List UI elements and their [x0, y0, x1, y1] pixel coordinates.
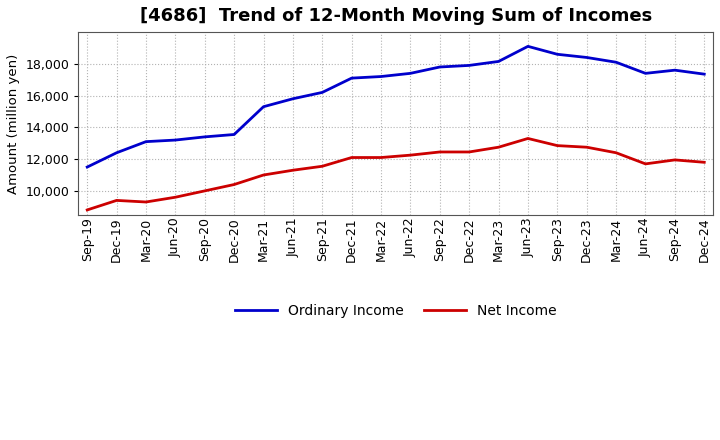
Net Income: [700, 160, 708, 165]
Title: [4686]  Trend of 12-Month Moving Sum of Incomes: [4686] Trend of 12-Month Moving Sum of I…: [140, 7, 652, 25]
Net Income: [582, 145, 591, 150]
Net Income: [259, 172, 268, 178]
Net Income: [436, 149, 444, 154]
Net Income: [142, 199, 150, 205]
Ordinary Income: [494, 59, 503, 64]
Net Income: [523, 136, 532, 141]
Ordinary Income: [377, 74, 385, 79]
Ordinary Income: [112, 150, 121, 155]
Y-axis label: Amount (million yen): Amount (million yen): [7, 53, 20, 194]
Ordinary Income: [171, 137, 180, 143]
Ordinary Income: [582, 55, 591, 60]
Net Income: [318, 164, 327, 169]
Net Income: [406, 153, 415, 158]
Ordinary Income: [259, 104, 268, 110]
Ordinary Income: [465, 63, 474, 68]
Net Income: [112, 198, 121, 203]
Ordinary Income: [523, 44, 532, 49]
Ordinary Income: [700, 72, 708, 77]
Ordinary Income: [318, 90, 327, 95]
Net Income: [612, 150, 621, 155]
Ordinary Income: [83, 165, 91, 170]
Ordinary Income: [230, 132, 238, 137]
Net Income: [670, 157, 679, 162]
Line: Ordinary Income: Ordinary Income: [87, 46, 704, 167]
Net Income: [347, 155, 356, 160]
Ordinary Income: [641, 71, 649, 76]
Net Income: [230, 182, 238, 187]
Ordinary Income: [553, 51, 562, 57]
Net Income: [83, 207, 91, 213]
Net Income: [494, 145, 503, 150]
Line: Net Income: Net Income: [87, 139, 704, 210]
Ordinary Income: [289, 96, 297, 101]
Legend: Ordinary Income, Net Income: Ordinary Income, Net Income: [229, 298, 562, 323]
Net Income: [289, 168, 297, 173]
Net Income: [171, 194, 180, 200]
Net Income: [553, 143, 562, 148]
Ordinary Income: [670, 67, 679, 73]
Net Income: [200, 188, 209, 194]
Ordinary Income: [142, 139, 150, 144]
Ordinary Income: [347, 76, 356, 81]
Ordinary Income: [200, 134, 209, 139]
Ordinary Income: [612, 59, 621, 65]
Net Income: [377, 155, 385, 160]
Net Income: [641, 161, 649, 166]
Ordinary Income: [406, 71, 415, 76]
Net Income: [465, 149, 474, 154]
Ordinary Income: [436, 64, 444, 70]
